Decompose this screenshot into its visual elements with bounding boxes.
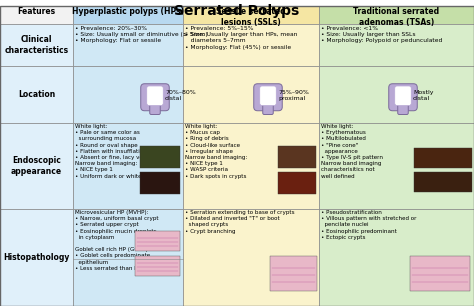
Text: White light:
• Mucus cap
• Ring of debris
• Cloud-like surface
• Irregular shape: White light: • Mucus cap • Ring of debri… xyxy=(185,124,247,179)
Bar xyxy=(0,209,73,306)
Text: Traditional serrated
adenomas (TSAs): Traditional serrated adenomas (TSAs) xyxy=(354,7,439,27)
FancyBboxPatch shape xyxy=(254,84,282,111)
Bar xyxy=(278,172,316,194)
Text: White light:
• Erythematous
• Multilobulated
• "Pine cone"
  appearance
• Type I: White light: • Erythematous • Multilobul… xyxy=(321,124,383,179)
Bar xyxy=(135,231,180,251)
Bar xyxy=(319,6,474,24)
Bar xyxy=(278,146,316,168)
Text: • Prevalence: 20%–30%
• Size: Usually small or diminutive (≤ 5mm)
• Morphology: : • Prevalence: 20%–30% • Size: Usually sm… xyxy=(75,26,208,43)
Bar xyxy=(319,66,474,123)
FancyBboxPatch shape xyxy=(260,86,276,106)
Text: Hyperplastic polyps (HPs): Hyperplastic polyps (HPs) xyxy=(72,7,184,16)
Text: Microvesicular HP (MVHP):
• Narrow, uniform basal crypt
• Serrated upper crypt
•: Microvesicular HP (MVHP): • Narrow, unif… xyxy=(75,210,159,271)
Bar xyxy=(140,172,180,194)
FancyBboxPatch shape xyxy=(150,101,160,114)
Bar xyxy=(140,146,180,168)
Bar xyxy=(414,148,472,168)
Bar xyxy=(0,24,73,66)
Text: Location: Location xyxy=(18,90,55,99)
FancyBboxPatch shape xyxy=(141,84,169,111)
Bar xyxy=(319,123,474,209)
Bar xyxy=(319,209,474,306)
FancyBboxPatch shape xyxy=(263,101,273,114)
Text: Clinical
characteristics: Clinical characteristics xyxy=(4,35,69,55)
Bar xyxy=(410,256,470,291)
Bar xyxy=(183,209,319,306)
Text: 70%–80%
distal: 70%–80% distal xyxy=(165,90,196,101)
Bar xyxy=(183,123,319,209)
Bar xyxy=(0,66,73,123)
Text: Features: Features xyxy=(18,7,55,16)
Text: • Serration extending to base of crypts
• Dilated and inverted "T" or boot
  sha: • Serration extending to base of crypts … xyxy=(185,210,295,233)
Bar xyxy=(73,24,183,66)
Text: • Prevalence: <1%
• Size: Usually larger than SSLs
• Morphology: Polypoid or ped: • Prevalence: <1% • Size: Usually larger… xyxy=(321,26,442,43)
Bar xyxy=(319,24,474,66)
Text: 75%–90%
proximal: 75%–90% proximal xyxy=(278,90,309,101)
Text: Histopathology: Histopathology xyxy=(3,253,70,262)
Text: • Pseudostratification
• Villous pattern with stretched or
  pencilate nuclei
• : • Pseudostratification • Villous pattern… xyxy=(321,210,417,240)
Bar xyxy=(183,66,319,123)
Bar xyxy=(0,123,73,209)
Text: Sessile serrated
lesions (SSLs): Sessile serrated lesions (SSLs) xyxy=(216,7,286,27)
Text: Mostly
distal: Mostly distal xyxy=(413,90,434,101)
FancyBboxPatch shape xyxy=(389,84,417,111)
Text: White light:
• Pale or same color as
  surrounding mucosa
• Round or oval shape
: White light: • Pale or same color as sur… xyxy=(75,124,158,179)
FancyBboxPatch shape xyxy=(147,86,163,106)
Text: • Prevalence: 5%–15%
• Size: Usually larger than HPs, mean
   diameters 5–7mm
• : • Prevalence: 5%–15% • Size: Usually lar… xyxy=(185,26,297,50)
FancyBboxPatch shape xyxy=(398,101,408,114)
Bar xyxy=(414,172,472,192)
Bar xyxy=(73,6,183,24)
Bar xyxy=(73,123,183,209)
Bar xyxy=(135,256,180,276)
Text: Serrated Polyps: Serrated Polyps xyxy=(174,4,300,18)
Bar xyxy=(73,66,183,123)
FancyBboxPatch shape xyxy=(395,86,411,106)
Bar xyxy=(0,6,73,24)
Bar xyxy=(73,209,183,306)
Bar xyxy=(183,24,319,66)
Bar xyxy=(270,256,317,291)
Text: Endoscopic
appearance: Endoscopic appearance xyxy=(11,156,62,176)
Bar xyxy=(183,6,319,24)
